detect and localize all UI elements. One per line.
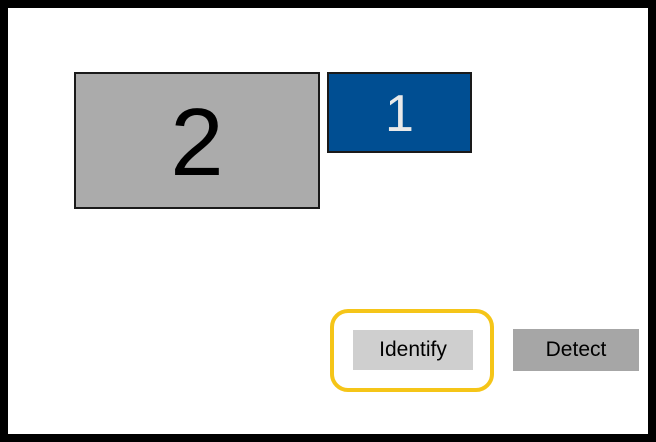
monitor-1-tile[interactable]: 1 [327,72,472,153]
monitor-2-tile[interactable]: 2 [74,72,320,209]
monitor-2-number: 2 [170,88,224,196]
identify-highlight-ring [330,309,494,392]
detect-button[interactable]: Detect [513,329,639,371]
monitor-1-number: 1 [385,84,414,143]
identify-button[interactable]: Identify [353,330,473,370]
